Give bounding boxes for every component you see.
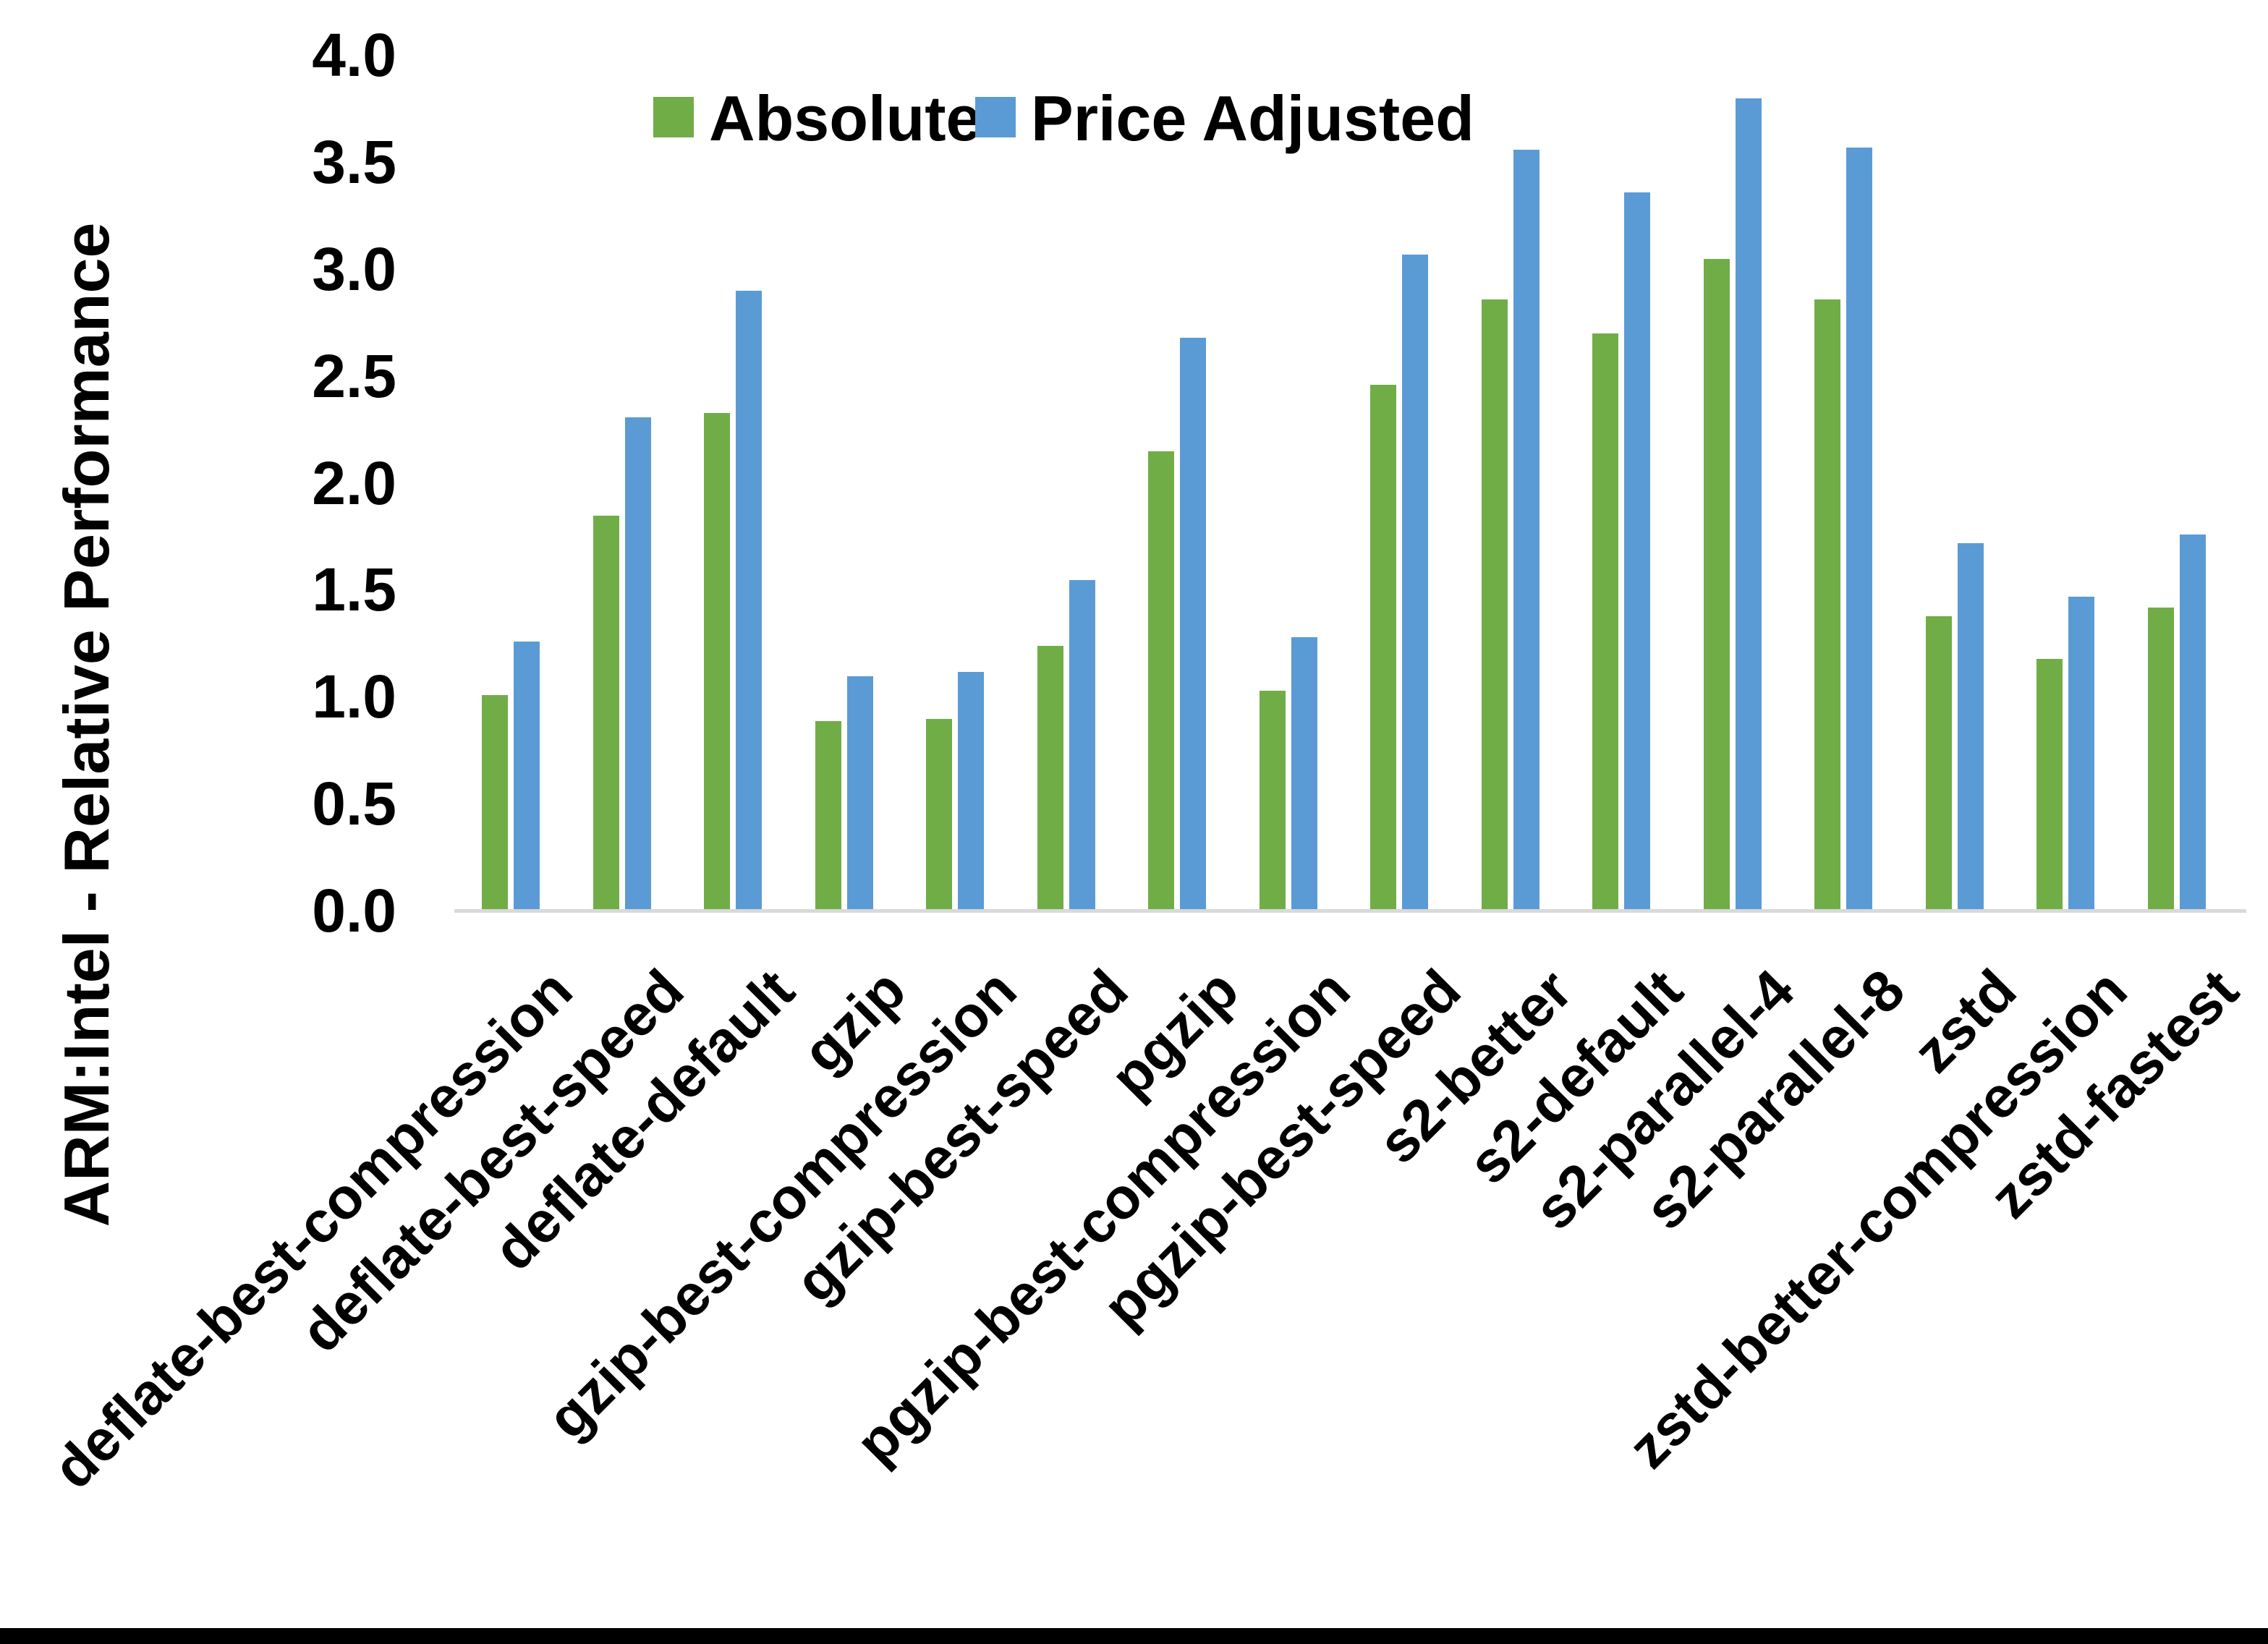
bar-absolute: [1926, 616, 1952, 909]
bar-price-adjusted: [1402, 255, 1428, 909]
bar-price-adjusted: [1513, 150, 1539, 909]
bar-price-adjusted: [1736, 98, 1762, 909]
bar-price-adjusted: [1846, 148, 1872, 909]
bar-absolute: [926, 719, 952, 909]
y-tick-label: 0.0: [312, 877, 396, 945]
legend-swatch-absolute: [653, 97, 694, 137]
bar-price-adjusted: [1291, 637, 1317, 909]
bar-absolute: [593, 516, 619, 909]
bar-absolute: [2036, 659, 2063, 909]
bar-absolute: [815, 721, 841, 909]
bar-price-adjusted: [2180, 534, 2206, 909]
legend-label: Price Adjusted: [1031, 82, 1474, 154]
bar-absolute: [482, 695, 508, 909]
bar-absolute: [1814, 299, 1840, 909]
legend-swatch-price-adjusted: [975, 97, 1016, 137]
bar-price-adjusted: [514, 642, 540, 909]
legend-label: Absolute: [709, 82, 982, 154]
bar-price-adjusted: [1624, 192, 1650, 909]
bar-price-adjusted: [2068, 597, 2094, 909]
bar-absolute: [1260, 691, 1286, 909]
y-tick-label: 2.0: [312, 448, 396, 517]
bar-price-adjusted: [847, 676, 873, 909]
bar-absolute: [704, 413, 730, 909]
bar-price-adjusted: [736, 291, 762, 909]
y-tick-label: 2.5: [312, 341, 396, 410]
y-tick-label: 0.5: [312, 770, 396, 838]
bar-price-adjusted: [1069, 580, 1095, 909]
bar-absolute: [1037, 646, 1063, 909]
bar-absolute: [1148, 451, 1174, 909]
bar-absolute: [1704, 259, 1730, 909]
y-tick-label: 4.0: [312, 21, 396, 89]
y-tick-label: 3.0: [312, 234, 396, 303]
y-tick-label: 1.0: [312, 663, 396, 731]
bar-absolute: [2148, 608, 2174, 909]
x-axis-line: [454, 909, 2246, 913]
bar-absolute: [1482, 299, 1508, 909]
y-tick-label: 1.5: [312, 555, 396, 624]
bar-absolute: [1592, 333, 1618, 909]
y-tick-label: 3.5: [312, 127, 396, 196]
bar-price-adjusted: [958, 672, 984, 909]
bottom-border-rule: [0, 1628, 2268, 1644]
bar-price-adjusted: [1958, 543, 1984, 909]
y-axis-title: ARM:Intel - Relative Performance: [51, 222, 122, 1227]
bar-price-adjusted: [625, 417, 651, 909]
bar-price-adjusted: [1180, 338, 1206, 909]
bar-absolute: [1370, 385, 1396, 909]
